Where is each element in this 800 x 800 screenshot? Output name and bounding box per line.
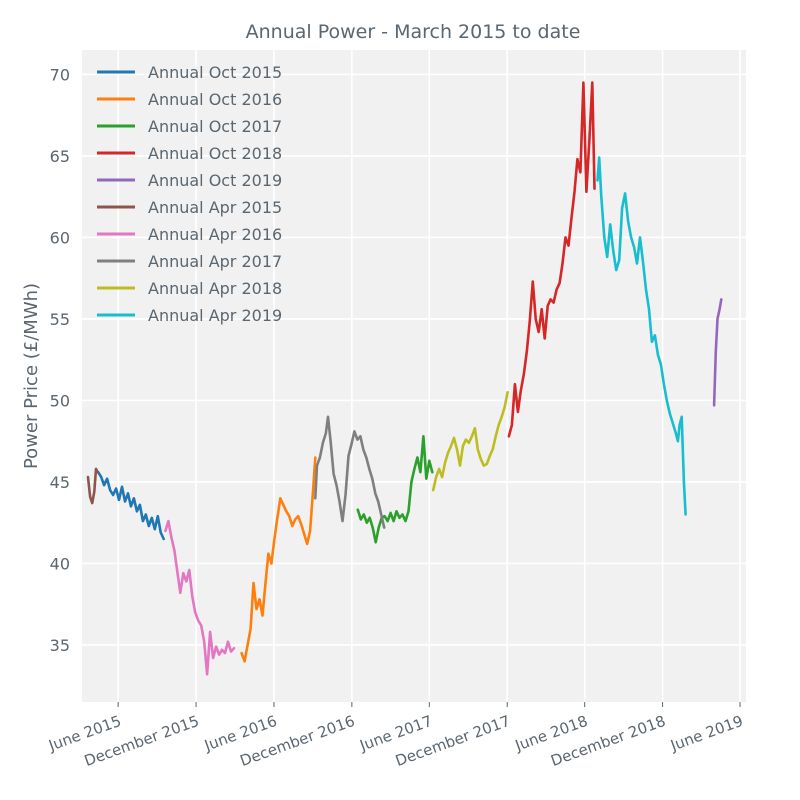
y-tick-label: 55 — [50, 310, 70, 329]
legend-label-annual-apr-2016: Annual Apr 2016 — [148, 225, 282, 244]
y-tick-label: 70 — [50, 65, 70, 84]
series-lines — [86, 81, 723, 676]
series-line-annual-oct-2015 — [96, 470, 165, 541]
series-line-annual-apr-2016 — [164, 519, 236, 676]
series-line-annual-oct-2018 — [507, 81, 596, 438]
y-tick-label: 35 — [50, 636, 70, 655]
legend-label-annual-oct-2016: Annual Oct 2016 — [148, 90, 282, 109]
legend-label-annual-oct-2018: Annual Oct 2018 — [148, 144, 282, 163]
series-line-annual-apr-2019 — [596, 156, 687, 516]
legend-label-annual-apr-2017: Annual Apr 2017 — [148, 252, 282, 271]
y-tick-label: 65 — [50, 147, 70, 166]
legend-label-annual-apr-2019: Annual Apr 2019 — [148, 306, 282, 325]
y-axis-label: Power Price (£/MWh) — [21, 283, 42, 469]
series-line-annual-apr-2018 — [431, 390, 509, 492]
legend-label-annual-apr-2015: Annual Apr 2015 — [148, 198, 282, 217]
y-tick-label: 50 — [50, 391, 70, 410]
y-tick-label: 40 — [50, 554, 70, 573]
y-tick-label: 60 — [50, 228, 70, 247]
legend-label-annual-oct-2015: Annual Oct 2015 — [148, 63, 282, 82]
y-axis-ticks: 35 40 45 50 55 60 65 70 — [50, 65, 70, 655]
legend-label-annual-oct-2017: Annual Oct 2017 — [148, 117, 282, 136]
legend-label-annual-oct-2019: Annual Oct 2019 — [148, 171, 282, 190]
legend-label-annual-apr-2018: Annual Apr 2018 — [148, 279, 282, 298]
x-tick-label: June 2019 — [667, 712, 745, 755]
chart-title: Annual Power - March 2015 to date — [246, 21, 581, 43]
series-line-annual-oct-2019 — [712, 298, 723, 407]
series-line-annual-apr-2015 — [86, 467, 99, 505]
series-line-annual-apr-2017 — [313, 415, 386, 529]
grid-lines — [82, 50, 746, 702]
series-line-annual-oct-2016 — [240, 456, 317, 663]
y-tick-label: 45 — [50, 473, 70, 492]
legend: Annual Oct 2015 Annual Oct 2016 Annual Oct… — [97, 63, 282, 325]
series-line-annual-oct-2017 — [356, 434, 434, 544]
